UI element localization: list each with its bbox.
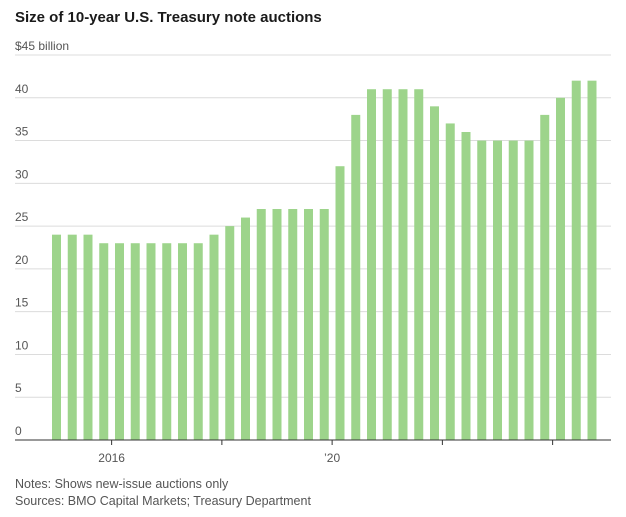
- bar: [272, 209, 282, 440]
- bar: [225, 226, 235, 440]
- bar: [256, 209, 266, 440]
- bar: [288, 209, 298, 440]
- y-tick-label: 10: [15, 338, 29, 352]
- bar: [508, 140, 518, 441]
- bar: [178, 243, 187, 440]
- bar: [241, 217, 250, 440]
- bar: [571, 80, 581, 441]
- bar: [351, 114, 361, 440]
- bar: [99, 243, 109, 440]
- chart-notes: Notes: Shows new-issue auctions only Sou…: [15, 476, 311, 510]
- bar: [414, 89, 424, 440]
- bar: [540, 114, 550, 440]
- bar: [398, 89, 408, 440]
- y-tick-label: 30: [15, 167, 29, 181]
- y-axis-tick-labels: 0 5 10 15 20 25 30 35 40 $45 billion: [15, 39, 69, 438]
- bar: [367, 89, 376, 440]
- chart-title: Size of 10-year U.S. Treasury note aucti…: [15, 9, 322, 26]
- x-axis: 2016 ’20: [15, 439, 611, 465]
- notes-text: Notes: Shows new-issue auctions only: [15, 477, 229, 491]
- y-tick-label: 5: [15, 381, 22, 395]
- y-tick-label: 15: [15, 296, 29, 310]
- bar: [477, 140, 487, 441]
- bar: [445, 123, 455, 440]
- sources-text: Sources: BMO Capital Markets; Treasury D…: [15, 494, 311, 508]
- bar: [304, 209, 313, 440]
- x-tick-label: 2016: [98, 451, 125, 465]
- y-tick-label: $45 billion: [15, 39, 69, 53]
- y-tick-label: 0: [15, 424, 22, 438]
- bar: [162, 243, 172, 440]
- y-tick-label: 35: [15, 125, 29, 139]
- bar-chart: 0 5 10 15 20 25 30 35 40 $45 billion 2016 ’20: [15, 39, 611, 465]
- bar: [493, 140, 502, 441]
- bar: [83, 234, 93, 440]
- y-tick-label: 40: [15, 82, 29, 96]
- bar: [146, 243, 156, 440]
- bar: [587, 80, 597, 441]
- bar: [430, 106, 439, 440]
- bar: [193, 243, 203, 440]
- bar: [209, 234, 219, 440]
- bar: [67, 234, 77, 440]
- bar: [556, 97, 565, 441]
- y-tick-label: 25: [15, 210, 29, 224]
- bar: [319, 209, 329, 440]
- bar: [52, 234, 61, 440]
- y-tick-label: 20: [15, 253, 29, 267]
- bars: [52, 80, 597, 441]
- bar: [524, 140, 534, 441]
- bar: [115, 243, 124, 440]
- bar: [382, 89, 392, 440]
- bar: [130, 243, 140, 440]
- bar: [335, 166, 345, 440]
- x-tick-label: ’20: [324, 451, 340, 465]
- bar: [461, 132, 471, 440]
